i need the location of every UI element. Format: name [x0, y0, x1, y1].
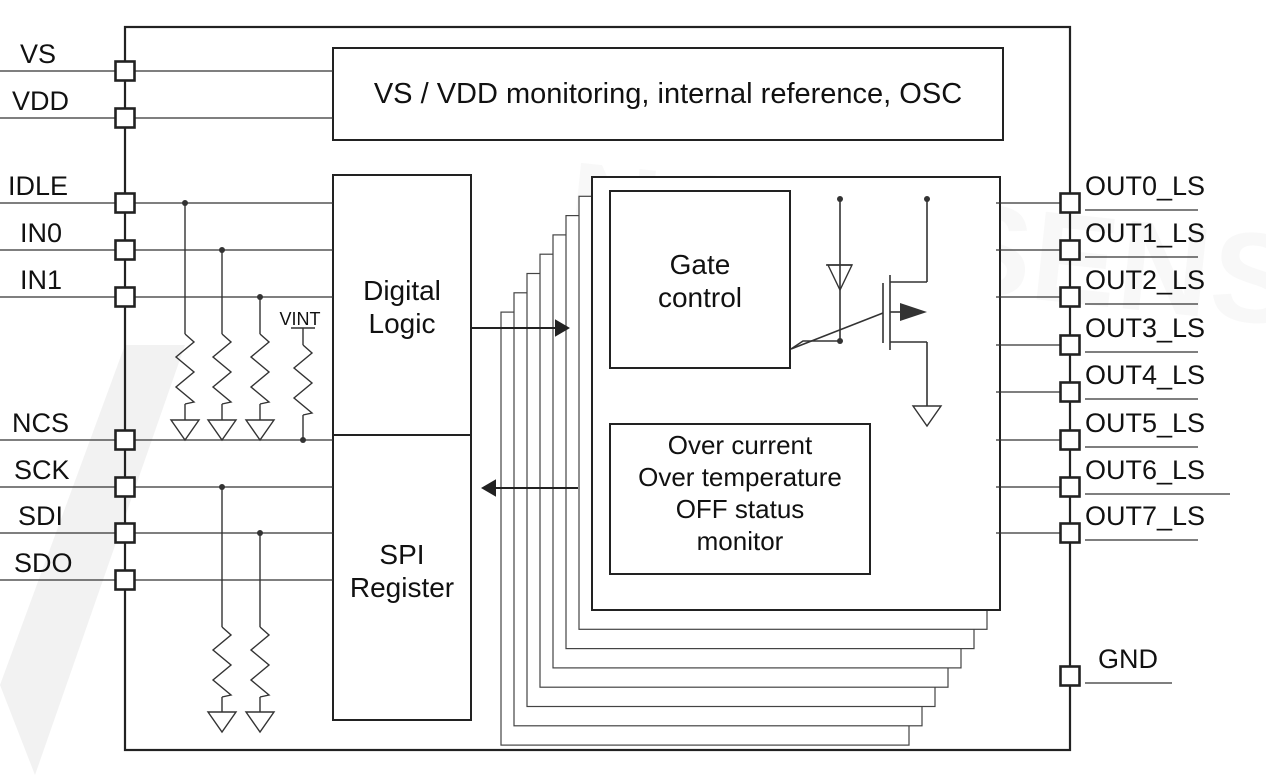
- svg-text:SCK: SCK: [14, 455, 70, 485]
- svg-text:Over temperature: Over temperature: [638, 462, 842, 492]
- svg-text:GND: GND: [1098, 644, 1158, 674]
- svg-text:VINT: VINT: [279, 309, 320, 329]
- svg-text:control: control: [658, 282, 742, 313]
- svg-text:SPI: SPI: [379, 539, 424, 570]
- svg-text:OUT0_LS: OUT0_LS: [1085, 171, 1205, 201]
- svg-text:Logic: Logic: [369, 308, 436, 339]
- svg-text:OUT3_LS: OUT3_LS: [1085, 313, 1205, 343]
- svg-text:VDD: VDD: [12, 86, 69, 116]
- svg-text:monitor: monitor: [697, 526, 784, 556]
- svg-text:VS / VDD monitoring, internal: VS / VDD monitoring, internal reference,…: [374, 78, 962, 110]
- svg-text:SDO: SDO: [14, 548, 73, 578]
- svg-text:OUT2_LS: OUT2_LS: [1085, 265, 1205, 295]
- svg-text:IN0: IN0: [20, 218, 62, 248]
- svg-text:Digital: Digital: [363, 275, 441, 306]
- svg-text:IN1: IN1: [20, 265, 62, 295]
- svg-text:OFF status: OFF status: [676, 494, 805, 524]
- svg-text:Gate: Gate: [670, 249, 731, 280]
- svg-text:OUT7_LS: OUT7_LS: [1085, 501, 1205, 531]
- svg-text:IDLE: IDLE: [8, 171, 68, 201]
- svg-text:OUT1_LS: OUT1_LS: [1085, 218, 1205, 248]
- svg-text:OUT5_LS: OUT5_LS: [1085, 408, 1205, 438]
- svg-text:VS: VS: [20, 39, 56, 69]
- svg-text:SDI: SDI: [18, 501, 63, 531]
- svg-text:Register: Register: [350, 572, 454, 603]
- svg-text:OUT4_LS: OUT4_LS: [1085, 360, 1205, 390]
- svg-text:NCS: NCS: [12, 408, 69, 438]
- svg-text:OUT6_LS: OUT6_LS: [1085, 455, 1205, 485]
- svg-text:Over current: Over current: [668, 430, 813, 460]
